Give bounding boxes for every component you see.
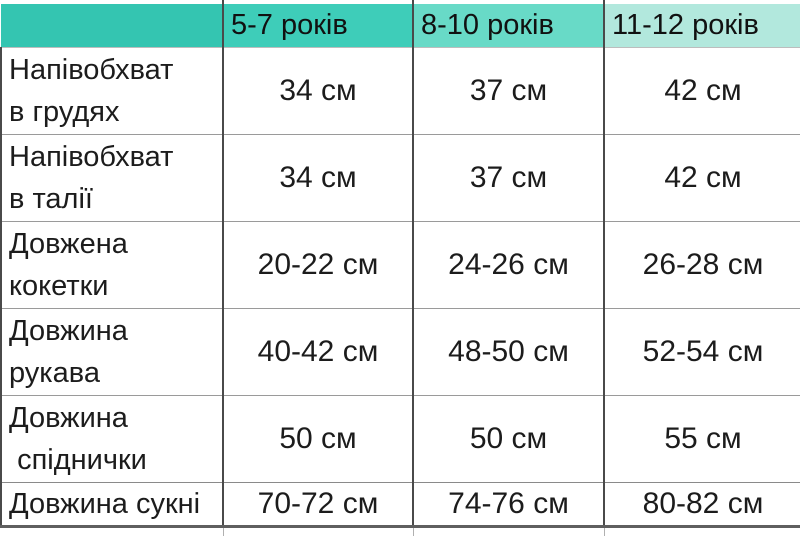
header-corner-cell (1, 4, 223, 48)
value-cell: 42 см (604, 135, 800, 222)
value-cell: 40-42 см (223, 309, 413, 396)
bottom-partial-row (1, 527, 800, 536)
table-row-chest: Напівобхват в грудях 34 см 37 см 42 см (1, 48, 800, 135)
value-cell: 50 см (223, 396, 413, 483)
value-cell: 26-28 см (604, 222, 800, 309)
row-label-line: Довжина (9, 310, 222, 352)
bottom-sliver-cell (604, 527, 800, 536)
value-cell: 34 см (223, 48, 413, 135)
row-label-chest: Напівобхват в грудях (1, 48, 223, 135)
row-label-sleeve: Довжина рукава (1, 309, 223, 396)
table-row-skirt-length: Довжина спіднички 50 см 50 см 55 см (1, 396, 800, 483)
header-col-age-8-10: 8-10 років (413, 4, 604, 48)
row-label-line: кокетки (9, 265, 222, 307)
value-cell: 48-50 см (413, 309, 604, 396)
table-header-row: 5-7 років 8-10 років 11-12 років (1, 4, 800, 48)
value-cell: 24-26 см (413, 222, 604, 309)
value-cell: 42 см (604, 48, 800, 135)
row-label-line: Напівобхват (9, 136, 222, 178)
row-label-line: в грудях (9, 91, 222, 133)
row-label-skirt: Довжина спіднички (1, 396, 223, 483)
row-label-waist: Напівобхват в талії (1, 135, 223, 222)
value-cell: 34 см (223, 135, 413, 222)
bottom-sliver-cell (223, 527, 413, 536)
value-cell: 37 см (413, 135, 604, 222)
value-cell: 52-54 см (604, 309, 800, 396)
table-row-waist: Напівобхват в талії 34 см 37 см 42 см (1, 135, 800, 222)
header-col-age-11-12: 11-12 років (604, 4, 800, 48)
value-cell: 55 см (604, 396, 800, 483)
value-cell: 80-82 см (604, 483, 800, 527)
value-cell: 37 см (413, 48, 604, 135)
table-row-dress-length: Довжина сукні 70-72 см 74-76 см 80-82 см (1, 483, 800, 527)
row-label-line: в талії (9, 178, 222, 220)
header-col-age-5-7: 5-7 років (223, 4, 413, 48)
table-row-sleeve-length: Довжина рукава 40-42 см 48-50 см 52-54 с… (1, 309, 800, 396)
row-label-line: Напівобхват (9, 49, 222, 91)
bottom-sliver-cell (413, 527, 604, 536)
row-label-yoke: Довжена кокетки (1, 222, 223, 309)
value-cell: 50 см (413, 396, 604, 483)
bottom-sliver-cell (1, 527, 223, 536)
row-label-line: Довжена (9, 223, 222, 265)
table-row-yoke-length: Довжена кокетки 20-22 см 24-26 см 26-28 … (1, 222, 800, 309)
row-label-line: Довжина сукні (9, 483, 222, 525)
row-label-line: спіднички (9, 439, 222, 481)
value-cell: 74-76 см (413, 483, 604, 527)
value-cell: 70-72 см (223, 483, 413, 527)
row-label-line: рукава (9, 352, 222, 394)
value-cell: 20-22 см (223, 222, 413, 309)
row-label-dress: Довжина сукні (1, 483, 223, 527)
row-label-line: Довжина (9, 397, 222, 439)
